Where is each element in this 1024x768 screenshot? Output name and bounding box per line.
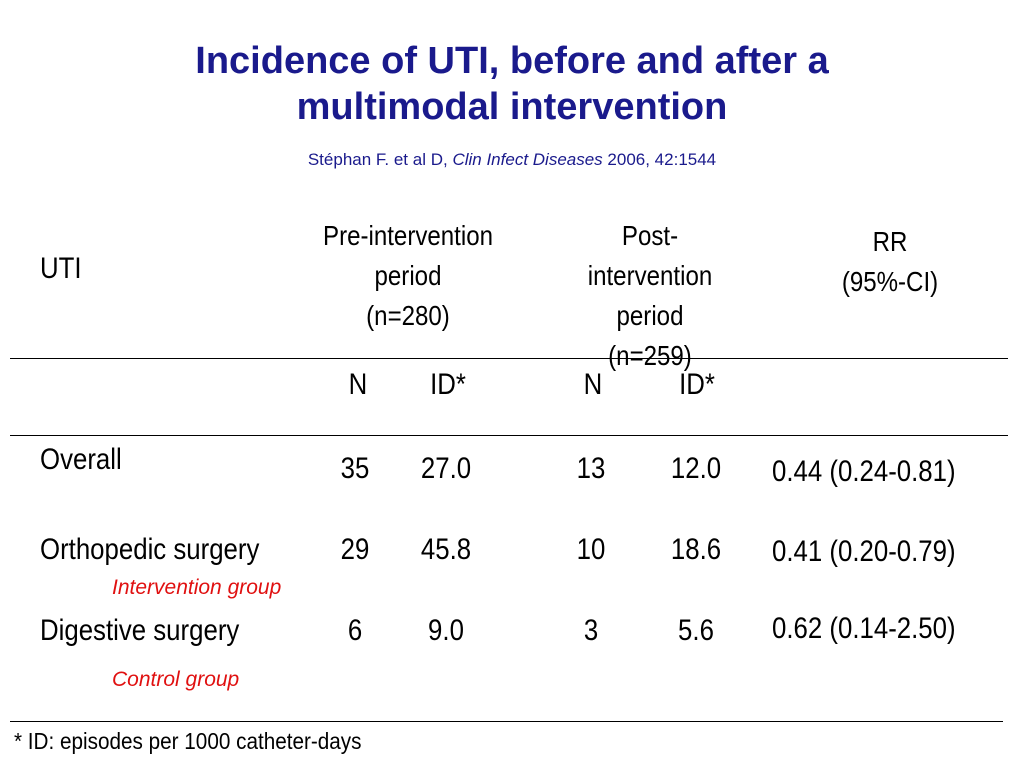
pre-header-line-3: (n=280) (366, 300, 450, 331)
cell-post-id: 18.6 (670, 533, 722, 566)
footnote: * ID: episodes per 1000 catheter-days (14, 728, 362, 754)
rr-header-line-2: (95%-CI) (841, 266, 939, 297)
subheader-post-n: N (583, 368, 603, 401)
citation-journal: Clin Infect Diseases (452, 150, 603, 169)
post-header-line-3: (n=259) (608, 340, 692, 371)
title-line-2: multimodal intervention (296, 86, 728, 128)
citation-details: 2006, 42:1544 (607, 150, 717, 169)
title-line-1: Incidence of UTI, before and after a (195, 40, 829, 82)
cell-pre-n: 29 (340, 533, 370, 566)
pre-header-line-1: Pre-intervention (323, 220, 493, 251)
subheader-post-id: ID* (679, 368, 715, 401)
cell-post-n: 10 (576, 533, 606, 566)
subheader-divider (10, 435, 1008, 436)
citation-authors: Stéphan F. et al D, (307, 150, 448, 169)
cell-post-id: 12.0 (670, 452, 722, 485)
page-title: Incidence of UTI, before and after a mul… (0, 38, 1024, 130)
row-label-orthopedic: Orthopedic surgery (40, 533, 260, 566)
cell-pre-id: 45.8 (420, 533, 472, 566)
citation: Stéphan F. et al D, Clin Infect Diseases… (0, 150, 1024, 170)
pre-intervention-header: Pre-intervention period (n=280) (322, 216, 494, 336)
cell-pre-n: 6 (347, 614, 363, 647)
row-header-label: UTI (40, 252, 82, 285)
intervention-group-note: Intervention group (112, 576, 282, 599)
cell-post-id: 5.6 (678, 614, 714, 647)
subheader-pre-n: N (348, 368, 368, 401)
cell-post-n: 3 (583, 614, 599, 647)
cell-post-n: 13 (576, 452, 606, 485)
cell-rr: 0.62 (0.14-2.50) (772, 612, 956, 645)
cell-rr: 0.41 (0.20-0.79) (772, 535, 956, 568)
cell-pre-n: 35 (340, 452, 370, 485)
post-intervention-header: Post-intervention period (n=259) (560, 216, 741, 376)
cell-pre-id: 27.0 (420, 452, 472, 485)
control-group-note: Control group (112, 668, 240, 691)
rr-header: RR (95%-CI) (813, 222, 968, 302)
header-divider (10, 358, 1008, 359)
footer-divider (10, 721, 1003, 722)
pre-header-line-2: period (374, 260, 442, 291)
subheader-pre-id: ID* (430, 368, 466, 401)
post-header-line-1: Post-intervention (587, 220, 713, 291)
cell-rr: 0.44 (0.24-0.81) (772, 455, 956, 488)
row-label-overall: Overall (40, 443, 122, 476)
row-label-digestive: Digestive surgery (40, 614, 240, 647)
post-header-line-2: period (616, 300, 684, 331)
rr-header-line-1: RR (872, 226, 908, 257)
cell-pre-id: 9.0 (428, 614, 464, 647)
